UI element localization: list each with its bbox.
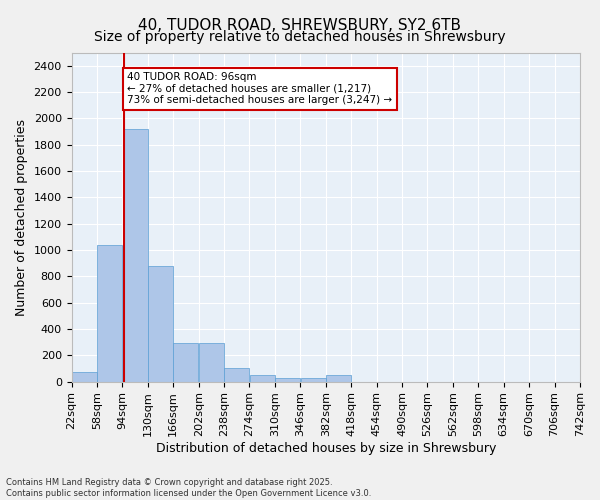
Bar: [224, 368, 250, 382]
Y-axis label: Number of detached properties: Number of detached properties: [15, 118, 28, 316]
Bar: [97, 244, 122, 382]
Text: Contains HM Land Registry data © Crown copyright and database right 2025.
Contai: Contains HM Land Registry data © Crown c…: [6, 478, 371, 498]
Bar: [148, 266, 173, 382]
Bar: [173, 344, 199, 382]
Text: 40, TUDOR ROAD, SHREWSBURY, SY2 6TB: 40, TUDOR ROAD, SHREWSBURY, SY2 6TB: [139, 18, 461, 32]
Bar: [199, 344, 224, 382]
Bar: [301, 378, 326, 382]
Text: 40 TUDOR ROAD: 96sqm
← 27% of detached houses are smaller (1,217)
73% of semi-de: 40 TUDOR ROAD: 96sqm ← 27% of detached h…: [127, 72, 392, 106]
Bar: [275, 378, 300, 382]
X-axis label: Distribution of detached houses by size in Shrewsbury: Distribution of detached houses by size …: [155, 442, 496, 455]
Bar: [72, 372, 97, 382]
Bar: [250, 375, 275, 382]
Bar: [326, 375, 351, 382]
Text: Size of property relative to detached houses in Shrewsbury: Size of property relative to detached ho…: [94, 30, 506, 44]
Bar: [122, 129, 148, 382]
